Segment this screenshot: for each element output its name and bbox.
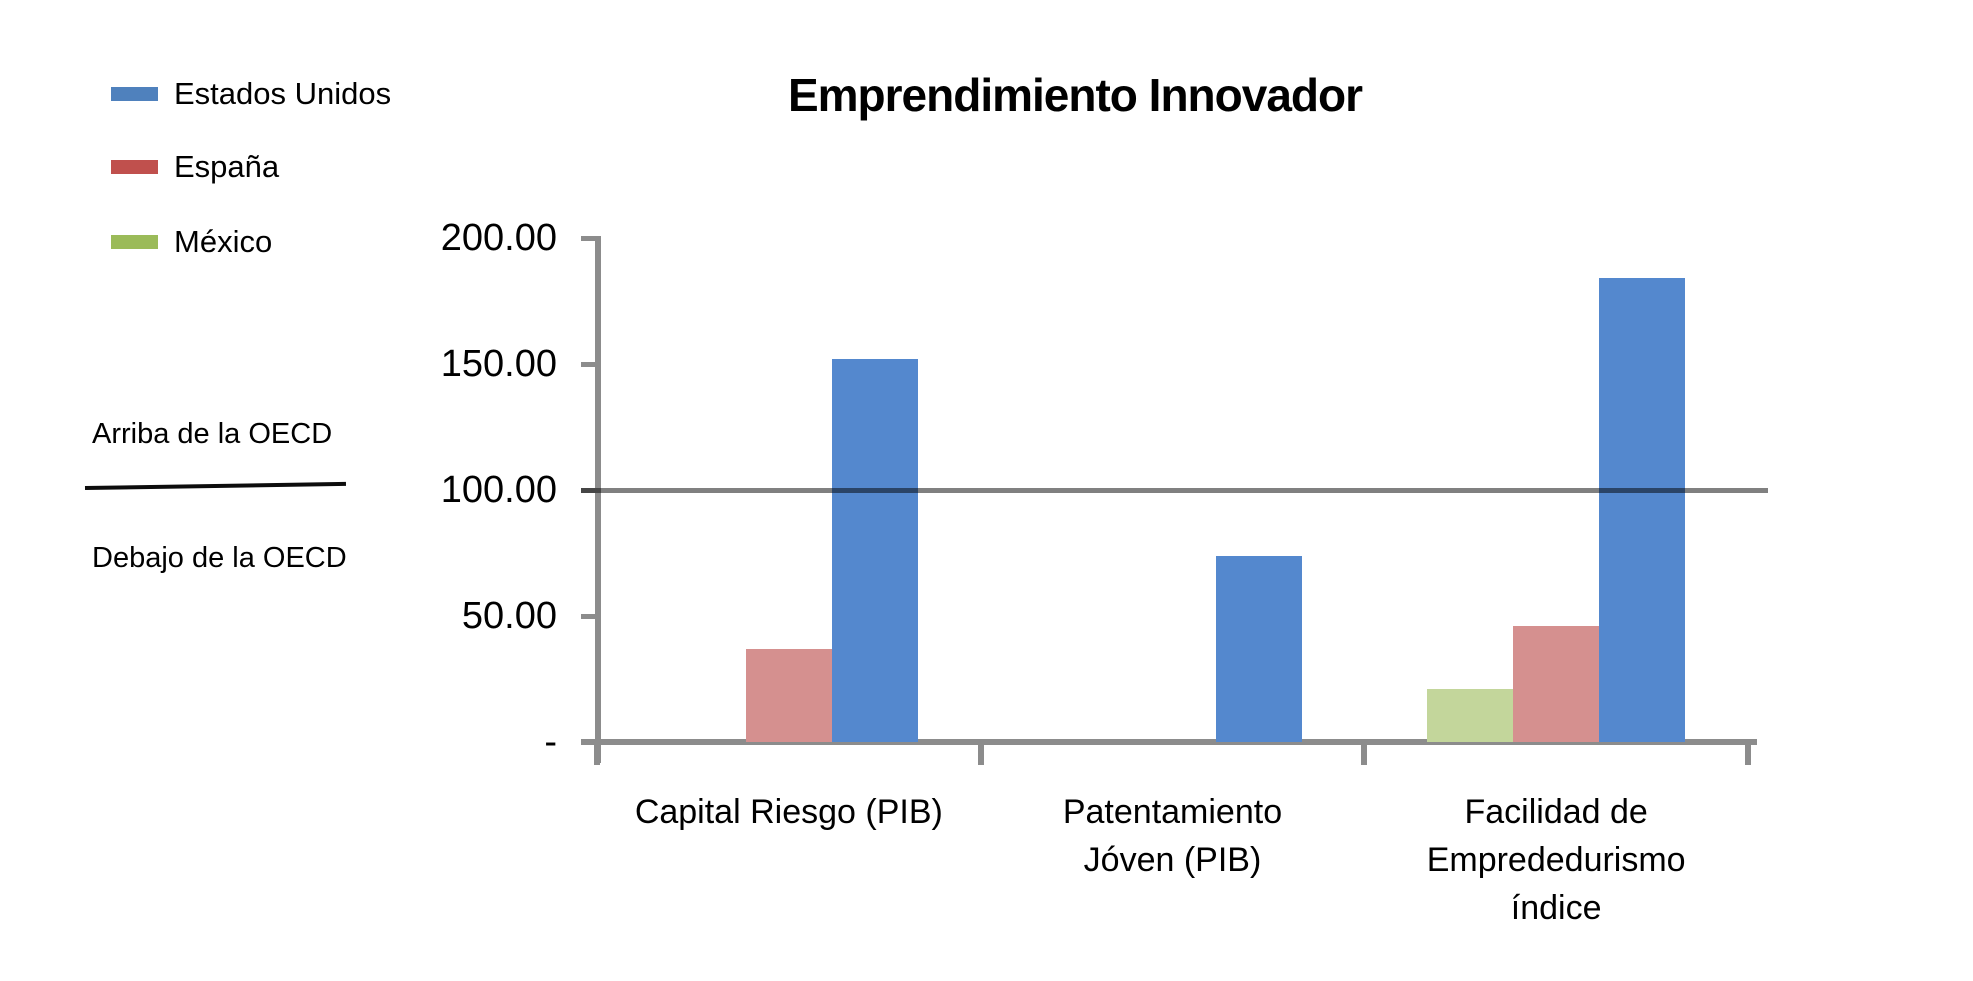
bar-espana-0 [745, 648, 832, 742]
legend-swatch-mexico [111, 235, 158, 249]
legend-item-mexico: México [111, 226, 272, 258]
x-category-label-line: Emprededurismo [1426, 841, 1686, 879]
x-axis-tick [594, 742, 600, 765]
x-category-label-line: Jóven (PIB) [1083, 841, 1262, 879]
y-tick-label: 150.00 [440, 343, 557, 385]
x-category-label: Patentamiento Jóven (PIB) [981, 788, 1365, 884]
x-category-label: Facilidad de Emprededurismo índice [1364, 788, 1748, 932]
bar-estados-unidos-2 [1599, 278, 1686, 742]
bar-mexico-2 [1427, 689, 1514, 742]
x-category-label-line: Capital Riesgo (PIB) [634, 793, 943, 831]
x-category-label-line: Patentamiento [1062, 793, 1283, 831]
y-tick-label: 100.00 [440, 469, 557, 511]
y-tick [581, 235, 597, 241]
y-tick [581, 613, 597, 619]
x-axis-line [581, 739, 1757, 745]
annotation-above-oecd: Arriba de la OECD [92, 418, 333, 450]
y-tick-label: - [544, 721, 557, 763]
annotation-below-oecd: Debajo de la OECD [92, 542, 347, 574]
y-tick [581, 361, 597, 367]
y-axis-line [595, 236, 601, 763]
legend-item-espana: España [111, 151, 279, 183]
legend-item-estados-unidos: Estados Unidos [111, 78, 391, 110]
x-axis-tick [1361, 742, 1368, 765]
x-category-label-line: Facilidad de [1464, 793, 1648, 831]
legend-label-mexico: México [174, 224, 273, 259]
bar-espana-2 [1513, 626, 1600, 742]
y-tick-label: 50.00 [461, 595, 557, 637]
legend-label-espana: España [174, 149, 280, 184]
legend-swatch-estados-unidos [111, 87, 158, 101]
oecd-reference-line [581, 487, 1768, 493]
x-category-label-line: índice [1510, 889, 1602, 927]
x-axis-tick [977, 742, 984, 765]
x-axis-tick [1745, 742, 1751, 765]
legend-swatch-espana [111, 160, 158, 174]
legend-label-estados-unidos: Estados Unidos [174, 76, 392, 111]
chart-title: Emprendimiento Innovador [787, 69, 1363, 121]
y-tick-label: 200.00 [440, 217, 557, 259]
x-category-label: Capital Riesgo (PIB) [597, 788, 981, 836]
bar-estados-unidos-0 [831, 358, 918, 742]
bar-estados-unidos-1 [1215, 555, 1302, 742]
